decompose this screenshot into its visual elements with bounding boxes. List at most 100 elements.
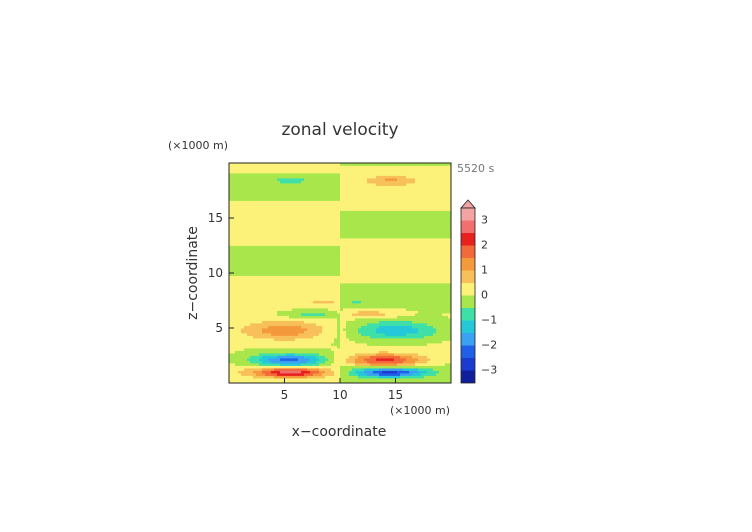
field-cell <box>259 235 263 239</box>
field-cell <box>268 228 272 231</box>
field-cell <box>250 348 254 351</box>
field-cell <box>280 363 284 366</box>
field-cell <box>343 370 347 374</box>
field-cell <box>400 363 404 366</box>
field-cell <box>442 258 446 261</box>
field-cell <box>283 268 287 271</box>
field-cell <box>244 338 248 341</box>
field-cell <box>283 235 287 239</box>
field-cell <box>319 375 323 379</box>
field-cell <box>349 340 353 344</box>
field-cell <box>274 330 278 334</box>
field-cell <box>391 378 395 381</box>
field-cell <box>274 228 278 231</box>
field-cell <box>256 213 260 216</box>
field-cell <box>313 358 317 361</box>
field-cell <box>325 348 329 351</box>
field-cell <box>379 335 383 339</box>
field-cell <box>331 368 335 371</box>
field-cell <box>436 360 440 364</box>
field-cell <box>325 303 329 306</box>
field-cell <box>238 263 242 266</box>
field-cell <box>445 280 449 284</box>
field-cell <box>433 243 437 246</box>
field-cell <box>301 305 305 309</box>
field-cell <box>421 330 425 334</box>
field-cell <box>376 243 380 246</box>
field-cell <box>352 323 356 326</box>
field-cell <box>361 260 365 264</box>
field-cell <box>424 220 428 224</box>
field-cell <box>289 298 293 301</box>
field-cell <box>247 325 251 329</box>
field-cell <box>349 240 353 244</box>
field-cell <box>424 298 428 301</box>
field-cell <box>343 255 347 259</box>
field-cell <box>370 230 374 234</box>
field-cell <box>430 358 434 361</box>
field-cell <box>289 260 293 264</box>
field-cell <box>244 288 248 291</box>
field-cell <box>391 275 395 279</box>
field-cell <box>430 235 434 239</box>
field-cell <box>379 270 383 274</box>
field-cell <box>394 270 398 274</box>
field-cell <box>439 328 443 331</box>
field-cell <box>394 308 398 311</box>
field-cell <box>301 278 305 281</box>
field-cell <box>235 230 239 234</box>
field-cell <box>250 243 254 246</box>
field-cell <box>370 325 374 329</box>
field-cell <box>280 375 284 379</box>
field-cell <box>304 378 308 381</box>
field-cell <box>445 283 449 286</box>
field-cell <box>328 355 332 359</box>
field-cell <box>406 288 410 291</box>
field-cell <box>295 283 299 286</box>
field-cell <box>418 328 422 331</box>
field-cell <box>235 238 239 241</box>
field-cell <box>358 313 362 316</box>
field-cell <box>427 348 431 351</box>
field-cell <box>442 345 446 349</box>
field-cell <box>391 330 395 334</box>
field-cell <box>328 338 332 341</box>
field-cell <box>355 290 359 294</box>
field-cell <box>346 223 350 226</box>
field-cell <box>247 303 251 306</box>
field-cell <box>295 230 299 234</box>
field-cell <box>340 268 344 271</box>
field-cell <box>280 215 284 219</box>
field-cell <box>325 293 329 296</box>
field-cell <box>385 343 389 346</box>
field-cell <box>397 235 401 239</box>
field-cell <box>262 378 266 381</box>
field-cell <box>235 243 239 246</box>
field-cell <box>391 280 395 284</box>
field-cell <box>292 358 296 361</box>
field-cell <box>268 360 272 364</box>
field-cell <box>283 323 287 326</box>
field-cell <box>412 325 416 329</box>
field-cell <box>301 310 305 314</box>
field-cell <box>427 238 431 241</box>
field-cell <box>367 293 371 296</box>
field-cell <box>316 275 320 279</box>
field-cell <box>358 270 362 274</box>
field-cell <box>313 363 317 366</box>
field-cell <box>244 315 248 319</box>
field-cell <box>391 323 395 326</box>
field-cell <box>448 380 452 384</box>
field-cell <box>280 365 284 369</box>
field-cell <box>400 233 404 236</box>
field-cell <box>400 320 404 324</box>
field-cell <box>241 345 245 349</box>
field-cell <box>433 348 437 351</box>
field-cell <box>298 238 302 241</box>
field-cell <box>376 368 380 371</box>
field-cell <box>274 343 278 346</box>
field-cell <box>397 215 401 219</box>
field-cell <box>235 355 239 359</box>
field-cell <box>256 363 260 366</box>
field-cell <box>283 280 287 284</box>
